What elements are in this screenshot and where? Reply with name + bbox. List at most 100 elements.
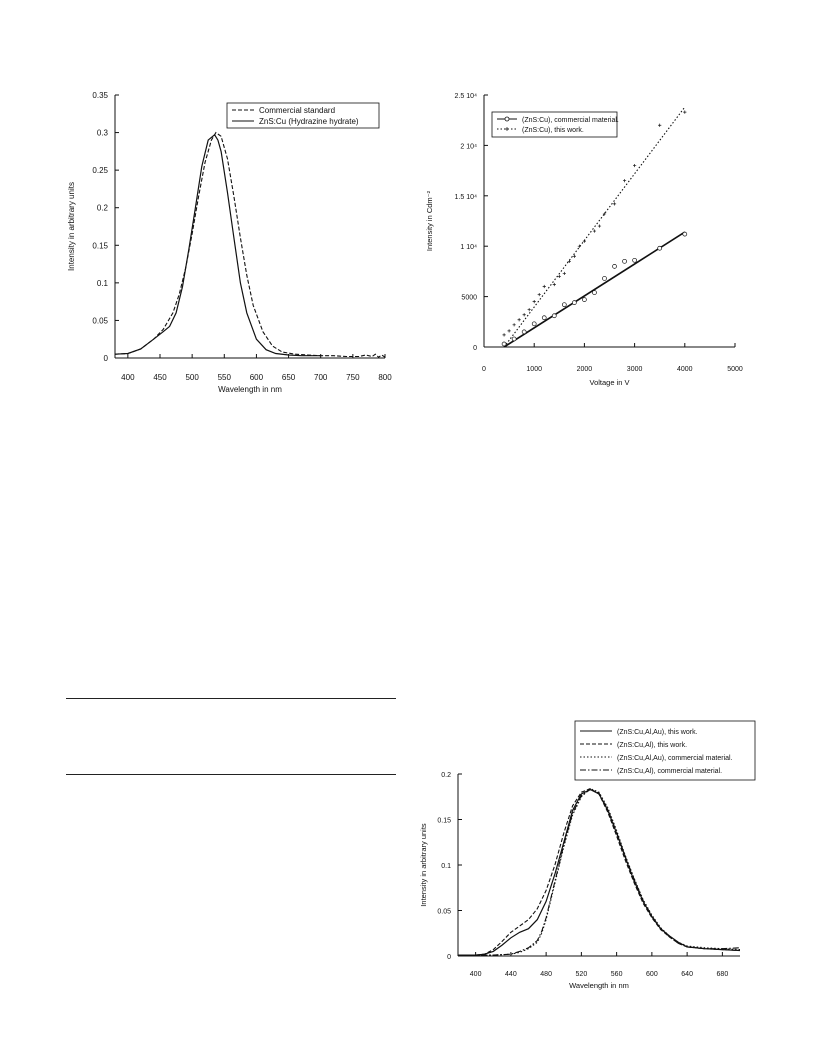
spectrum-chart-1: 0 0.05 0.1 0.15 0.2 0.25 0.3 0.35 400 450 500 550 60… xyxy=(60,80,400,420)
y-tick-label: 0.2 xyxy=(441,772,451,779)
series-1-line xyxy=(458,788,741,956)
legend-label-2: (ZnS:Cu,Al), this work. xyxy=(617,742,687,749)
x-axis-label: Wavelength in nm xyxy=(218,385,282,394)
data-point-circle xyxy=(551,313,557,319)
data-point-plus xyxy=(597,224,602,228)
legend-label-2: ZnS:Cu (Hydrazine hydrate) xyxy=(259,117,359,126)
data-point-circle xyxy=(632,257,637,263)
x-tick-label: 640 xyxy=(681,971,693,978)
data-point-circle xyxy=(511,336,517,342)
y-tick-label: 0.2 xyxy=(97,204,109,213)
x-tick-label: 680 xyxy=(717,971,729,978)
data-point-plus xyxy=(532,300,536,304)
data-point-plus xyxy=(577,244,581,248)
x-tick-label: 750 xyxy=(346,373,360,382)
x-tick-label: 600 xyxy=(250,373,264,382)
y-tick-label: 0.05 xyxy=(92,316,108,325)
legend-label-3: (ZnS:Cu,Al,Au), commercial material. xyxy=(617,755,733,762)
series-3-line xyxy=(458,787,741,956)
x-tick-label: 560 xyxy=(611,971,623,978)
x-tick-label: 5000 xyxy=(727,366,743,373)
data-point-circle xyxy=(602,276,607,281)
y-tick-label: 5000 xyxy=(461,295,477,302)
data-point-circle xyxy=(521,329,527,335)
y-axis-label: Intensity in arbitrary units xyxy=(67,182,76,271)
x-tick-label: 520 xyxy=(576,971,588,978)
x-tick-label: 600 xyxy=(646,971,658,978)
x-tick-label: 480 xyxy=(540,971,552,978)
y-tick-label: 0.15 xyxy=(92,241,108,250)
table-bottom-rule xyxy=(66,774,396,775)
y-tick-label: 1.5 10⁴ xyxy=(455,194,477,201)
legend-label-1: Commercial standard xyxy=(259,106,335,115)
data-point-plus xyxy=(527,308,531,312)
x-tick-label: 700 xyxy=(314,373,328,382)
data-point-plus xyxy=(502,333,506,337)
x-tick-label: 650 xyxy=(282,373,296,382)
y-axis-label: Intensity in Cdm⁻² xyxy=(425,190,434,251)
x-axis-label: Voltage in V xyxy=(589,378,629,387)
y-tick-label: 0 xyxy=(104,354,109,363)
data-point-plus xyxy=(683,110,687,114)
x-tick-label: 3000 xyxy=(627,366,643,373)
data-point-plus xyxy=(517,318,521,322)
x-tick-label: 400 xyxy=(121,373,135,382)
data-point-circle xyxy=(561,302,567,308)
legend-label-1: (ZnS:Cu,Al,Au), this work. xyxy=(617,729,698,736)
data-point-plus xyxy=(542,284,546,289)
legend-label-1: (ZnS:Cu), commercial material. xyxy=(522,117,619,124)
legend-marker-plus xyxy=(505,127,509,131)
data-point-plus xyxy=(582,239,586,243)
data-point-circle xyxy=(501,341,507,347)
data-point-plus xyxy=(512,323,516,327)
y-tick-label: 0.05 xyxy=(437,909,451,916)
data-point-circle xyxy=(582,297,587,302)
data-point-plus xyxy=(537,292,541,297)
series-2-line xyxy=(114,133,321,357)
data-point-plus xyxy=(658,123,662,127)
data-point-plus xyxy=(507,329,511,333)
data-point-circle xyxy=(572,300,577,305)
y-tick-label: 2.5 10⁴ xyxy=(455,93,477,100)
y-tick-label: 0.35 xyxy=(92,91,108,100)
y-tick-label: 0 xyxy=(473,345,477,352)
series-4-line xyxy=(458,788,741,956)
data-point-circle xyxy=(622,258,627,264)
data-point-plus xyxy=(522,313,526,317)
x-tick-label: 550 xyxy=(218,373,232,382)
data-point-plus xyxy=(552,282,556,287)
x-tick-label: 500 xyxy=(185,373,199,382)
data-point-circle xyxy=(531,321,537,327)
data-point-plus xyxy=(592,229,597,233)
data-point-plus xyxy=(557,274,561,279)
legend-box xyxy=(491,111,618,138)
data-point-circle xyxy=(592,290,597,295)
intensity-voltage-chart-plot: 0 5000 1 10⁴ 1.5 10⁴ 2 10⁴ 2.5 10⁴ 0 1000 2000 30… xyxy=(425,93,743,387)
series-2-fit-line xyxy=(503,106,686,348)
series-1-line xyxy=(114,131,386,358)
x-tick-label: 450 xyxy=(153,373,167,382)
intensity-voltage-chart: 0 5000 1 10⁴ 1.5 10⁴ 2 10⁴ 2.5 10⁴ 0 1000 2000 30… xyxy=(420,80,760,420)
data-point-plus xyxy=(567,259,571,263)
x-tick-label: 800 xyxy=(378,373,392,382)
x-tick-label: 1000 xyxy=(526,366,542,373)
y-tick-label: 0.25 xyxy=(92,166,108,175)
legend-label-4: (ZnS:Cu,Al), commercial material. xyxy=(617,768,722,775)
spectrum-chart-2: 0 0.05 0.1 0.15 0.2 400 440 480 520 560 600 640 680 W… xyxy=(418,718,768,1002)
y-tick-label: 0 xyxy=(447,954,451,961)
data-point-circle xyxy=(657,245,663,251)
y-tick-label: 2 10⁴ xyxy=(460,143,477,150)
data-point-circle xyxy=(682,231,688,237)
data-point-plus xyxy=(562,271,566,276)
x-tick-label: 440 xyxy=(505,971,517,978)
spectrum-chart-1-plot: 0 0.05 0.1 0.15 0.2 0.25 0.3 0.35 400 450 500 550 60… xyxy=(67,91,392,394)
data-point-plus xyxy=(602,212,607,216)
x-tick-label: 0 xyxy=(482,366,486,373)
x-tick-label: 400 xyxy=(470,971,482,978)
data-point-circle xyxy=(541,315,547,321)
y-tick-label: 0.15 xyxy=(437,818,451,825)
data-point-plus xyxy=(633,163,637,168)
series-1-fit-line xyxy=(503,231,686,348)
data-point-plus xyxy=(572,254,576,258)
x-tick-label: 4000 xyxy=(677,366,693,373)
